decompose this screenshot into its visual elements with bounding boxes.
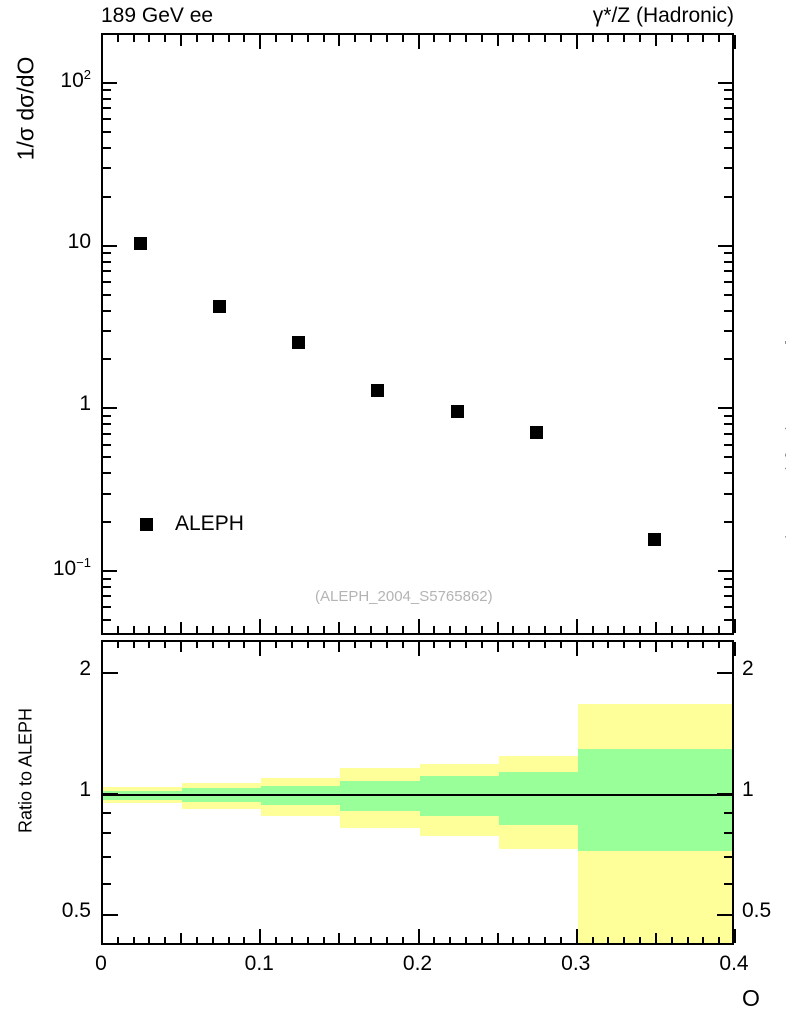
ratio-band-inner bbox=[498, 771, 578, 825]
ratio-ytick-label-right: 1 bbox=[742, 778, 754, 802]
data-point-marker bbox=[292, 336, 306, 350]
header-process-label: γ*/Z (Hadronic) bbox=[592, 4, 734, 27]
legend-marker-aleph bbox=[140, 517, 153, 531]
data-point-marker bbox=[134, 236, 148, 250]
main-ytick-label: 102 bbox=[60, 66, 91, 92]
ratio-plot-panel bbox=[101, 640, 734, 945]
xtick-label: 0.1 bbox=[244, 952, 274, 975]
data-point-marker bbox=[648, 532, 662, 546]
xtick-label: 0.4 bbox=[719, 952, 749, 975]
ratio-band-inner bbox=[577, 749, 732, 852]
xtick-label: 0 bbox=[95, 952, 107, 975]
ratio-ytick-label-left: 2 bbox=[79, 656, 91, 680]
legend: ALEPH bbox=[140, 512, 244, 536]
ratio-reference-line bbox=[103, 794, 732, 797]
main-ytick-label: 10 bbox=[67, 229, 91, 253]
xtick-label: 0.3 bbox=[561, 952, 591, 975]
main-ytick-label: 1 bbox=[79, 392, 91, 416]
ratio-ytick-label-left: 1 bbox=[79, 778, 91, 802]
x-axis-label: O bbox=[742, 985, 760, 1011]
data-point-marker bbox=[213, 299, 227, 313]
data-point-marker bbox=[371, 384, 385, 398]
ratio-ytick-label-right: 0.5 bbox=[742, 899, 772, 923]
data-point-marker bbox=[450, 404, 464, 418]
xtick-label: 0.2 bbox=[402, 952, 433, 975]
header-beam-label: 189 GeV ee bbox=[101, 4, 214, 27]
main-ytick-label: 10−1 bbox=[52, 555, 91, 581]
ratio-ytick-label-right: 2 bbox=[742, 656, 754, 680]
dataset-id-watermark: (ALEPH_2004_S5765862) bbox=[315, 588, 493, 605]
data-point-marker bbox=[529, 426, 543, 440]
main-plot-panel bbox=[101, 33, 734, 635]
ratio-ytick-label-left: 0.5 bbox=[61, 899, 91, 923]
legend-label-aleph: ALEPH bbox=[175, 512, 244, 535]
